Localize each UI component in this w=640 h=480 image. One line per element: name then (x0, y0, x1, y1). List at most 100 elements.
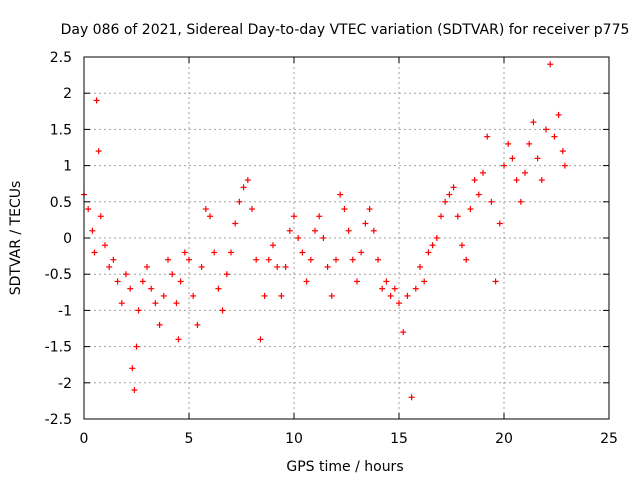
y-tick-label: 2 (63, 86, 72, 102)
data-point (89, 227, 96, 234)
y-tick-label: 0 (63, 231, 72, 247)
data-point (547, 61, 554, 68)
data-point (337, 191, 344, 198)
data-point (131, 387, 138, 394)
data-point (144, 263, 150, 270)
data-point (324, 263, 331, 270)
data-point (496, 220, 503, 227)
data-point (211, 249, 218, 256)
data-point (236, 198, 243, 205)
data-point (160, 292, 167, 299)
data-point (129, 365, 136, 372)
data-point (249, 206, 255, 213)
y-tick-label: 0.5 (50, 195, 72, 211)
data-point (425, 249, 432, 256)
data-point (438, 213, 444, 220)
data-point (475, 191, 482, 198)
data-point (175, 336, 182, 343)
data-point (354, 278, 360, 285)
data-point (295, 235, 302, 241)
data-point (139, 278, 146, 285)
data-point (358, 249, 365, 256)
data-point (551, 133, 558, 140)
data-point (555, 111, 562, 118)
data-point (177, 278, 184, 285)
data-point (471, 177, 478, 184)
data-point (417, 263, 423, 270)
data-point (370, 227, 377, 234)
data-point (228, 249, 234, 256)
plot-frame (83, 56, 610, 420)
data-point (459, 242, 465, 249)
data-point (97, 213, 104, 220)
data-point (123, 271, 129, 278)
x-tick-label: 20 (495, 431, 513, 447)
data-point (265, 256, 272, 263)
data-point (240, 184, 247, 191)
data-point (526, 140, 533, 147)
data-point (522, 169, 528, 176)
data-point (543, 126, 549, 133)
data-point (165, 256, 171, 263)
data-point (114, 278, 121, 285)
data-point (118, 300, 125, 307)
data-point (257, 336, 264, 343)
y-tick-label: 1 (63, 159, 72, 175)
data-point (202, 206, 209, 213)
data-point (366, 206, 373, 213)
data-point (261, 292, 268, 299)
data-point (299, 249, 306, 256)
data-point (509, 155, 516, 162)
data-point (387, 292, 394, 299)
data-point (106, 263, 113, 270)
data-point (85, 206, 92, 213)
data-point (152, 300, 159, 307)
data-point (559, 148, 566, 155)
data-point (400, 329, 407, 336)
data-point (333, 256, 339, 263)
data-point (91, 249, 98, 256)
data-point (270, 242, 276, 249)
y-tick-label: -2 (58, 376, 72, 392)
data-point (492, 278, 499, 285)
data-point (433, 235, 440, 241)
data-point (429, 242, 436, 249)
data-point (232, 220, 239, 227)
data-point (148, 285, 155, 292)
chart-title: Day 086 of 2021, Sidereal Day-to-day VTE… (61, 22, 630, 38)
y-tick-label: -1.5 (45, 340, 72, 356)
data-point (488, 198, 495, 205)
data-point (320, 235, 327, 241)
data-point (102, 242, 108, 249)
grid-lines (84, 57, 609, 419)
data-point (349, 256, 356, 263)
data-point (467, 206, 474, 213)
data-point (95, 148, 102, 155)
x-tick-label: 5 (185, 431, 194, 447)
data-point (207, 213, 213, 220)
data-point (127, 285, 134, 292)
data-point (194, 321, 201, 328)
data-point (484, 133, 491, 140)
data-point (133, 343, 140, 350)
data-point (198, 263, 205, 270)
data-point (312, 227, 318, 234)
data-point (446, 191, 453, 198)
data-point (513, 177, 520, 184)
data-point (463, 256, 470, 263)
data-point (274, 263, 281, 270)
data-point (530, 119, 537, 126)
data-point (303, 278, 310, 285)
y-tick-label: -1 (58, 303, 72, 319)
data-point (278, 292, 285, 299)
data-point (454, 213, 461, 220)
data-point (190, 292, 197, 299)
y-tick-label: 2.5 (50, 50, 72, 66)
data-point (450, 184, 457, 191)
y-axis-label: SDTVAR / TECUs (8, 181, 24, 296)
y-tick-label: 1.5 (50, 122, 72, 138)
data-point (412, 285, 419, 292)
x-tick-label: 10 (285, 431, 303, 447)
data-point (244, 177, 251, 184)
data-point (341, 206, 348, 213)
